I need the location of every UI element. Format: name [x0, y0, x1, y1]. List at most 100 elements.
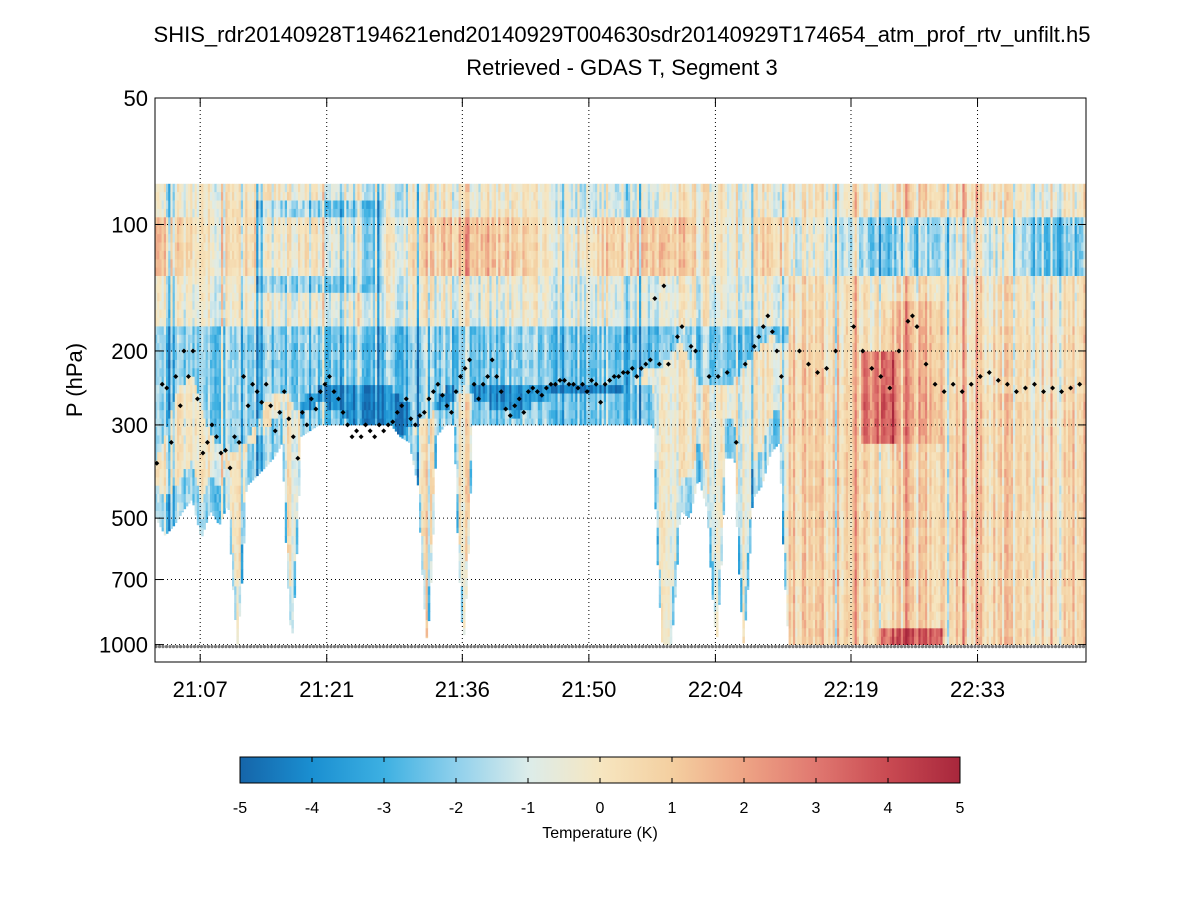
heatmap-cell	[344, 410, 347, 419]
heatmap-cell	[196, 276, 200, 285]
heatmap-cell	[399, 418, 402, 428]
heatmap-cell	[306, 301, 310, 310]
heatmap-cell	[163, 301, 167, 310]
heatmap-cell	[188, 208, 191, 218]
heatmap-cell	[205, 284, 209, 294]
heatmap-cell	[423, 376, 426, 386]
heatmap-cell	[227, 460, 231, 470]
heatmap-cell	[174, 519, 178, 523]
heatmap-cell	[172, 318, 176, 327]
heatmap-cell	[157, 183, 160, 193]
heatmap-cell	[196, 502, 200, 512]
heatmap-cell	[441, 418, 444, 428]
heatmap-cell	[295, 527, 299, 537]
heatmap-cell	[405, 208, 409, 218]
heatmap-cell	[168, 477, 171, 487]
heatmap-cell	[188, 217, 191, 227]
heatmap-cell	[254, 225, 257, 235]
heatmap-cell	[194, 301, 198, 310]
heatmap-cell	[379, 217, 382, 227]
heatmap-cell	[194, 192, 198, 201]
heatmap-cell	[172, 208, 176, 218]
heatmap-cell	[392, 242, 396, 252]
heatmap-cell	[326, 225, 330, 235]
heatmap-cell	[416, 334, 420, 344]
heatmap-cell	[291, 620, 294, 629]
heatmap-cell	[434, 250, 437, 260]
heatmap-cell	[155, 351, 158, 361]
heatmap-cell	[260, 343, 264, 352]
heatmap-cell	[366, 343, 369, 352]
heatmap-cell	[436, 343, 440, 352]
heatmap-cell	[163, 527, 167, 536]
heatmap-cell	[436, 318, 440, 327]
heatmap-cell	[181, 410, 184, 419]
heatmap-cell	[412, 368, 415, 378]
heatmap-cell	[240, 242, 244, 252]
heatmap-cell	[370, 343, 374, 352]
heatmap-cell	[225, 494, 228, 503]
heatmap-cell	[256, 284, 259, 294]
heatmap-cell	[284, 418, 288, 428]
heatmap-cell	[291, 334, 294, 344]
heatmap-cell	[383, 309, 387, 319]
heatmap-cell	[245, 276, 248, 285]
heatmap-cell	[432, 309, 435, 319]
heatmap-cell	[425, 569, 429, 579]
heatmap-cell	[181, 359, 184, 369]
heatmap-cell	[221, 401, 224, 411]
heatmap-cell	[386, 359, 389, 369]
heatmap-cell	[348, 334, 352, 344]
heatmap-cell	[306, 234, 310, 243]
heatmap-cell	[256, 443, 259, 453]
heatmap-cell	[229, 217, 233, 227]
heatmap-cell	[254, 183, 257, 193]
heatmap-cell	[190, 326, 193, 336]
heatmap-cell	[245, 368, 248, 378]
heatmap-cell	[419, 385, 422, 394]
heatmap-cell	[372, 292, 376, 302]
heatmap-cell	[364, 259, 367, 269]
heatmap-cell	[247, 435, 250, 445]
heatmap-cell	[179, 200, 182, 210]
heatmap-cell	[269, 334, 272, 344]
heatmap-cell	[427, 242, 431, 252]
heatmap-cell	[427, 359, 431, 369]
heatmap-cell	[190, 427, 193, 436]
heatmap-cell	[249, 469, 253, 478]
heatmap-cell	[392, 385, 396, 394]
heatmap-cell	[335, 359, 338, 369]
heatmap-cell	[344, 284, 347, 294]
heatmap-cell	[414, 200, 418, 210]
heatmap-cell	[353, 284, 356, 294]
heatmap-cell	[414, 284, 418, 294]
heatmap-cell	[324, 351, 327, 361]
heatmap-cell	[445, 326, 448, 336]
heatmap-cell	[221, 276, 224, 285]
heatmap-cell	[218, 217, 222, 227]
heatmap-cell	[383, 200, 387, 210]
heatmap-cell	[306, 385, 310, 394]
heatmap-cell	[238, 561, 242, 570]
heatmap-cell	[223, 225, 226, 235]
heatmap-cell	[425, 259, 429, 269]
heatmap-cell	[386, 343, 389, 352]
heatmap-cell	[172, 477, 176, 487]
heatmap-cell	[405, 376, 409, 386]
heatmap-cell	[394, 343, 398, 352]
heatmap-cell	[434, 192, 437, 201]
heatmap-cell	[430, 259, 433, 269]
heatmap-cell	[436, 217, 440, 227]
heatmap-cell	[432, 477, 435, 487]
heatmap-cell	[177, 443, 180, 453]
heatmap-cell	[258, 192, 261, 201]
heatmap-cell	[240, 192, 244, 201]
heatmap-cell	[254, 376, 257, 386]
heatmap-cell	[280, 326, 283, 336]
heatmap-cell	[372, 200, 376, 210]
heatmap-cell	[381, 393, 385, 403]
heatmap-cell	[245, 208, 248, 218]
heatmap-cell	[388, 267, 391, 277]
heatmap-cell	[344, 276, 347, 285]
heatmap-cell	[188, 267, 191, 277]
